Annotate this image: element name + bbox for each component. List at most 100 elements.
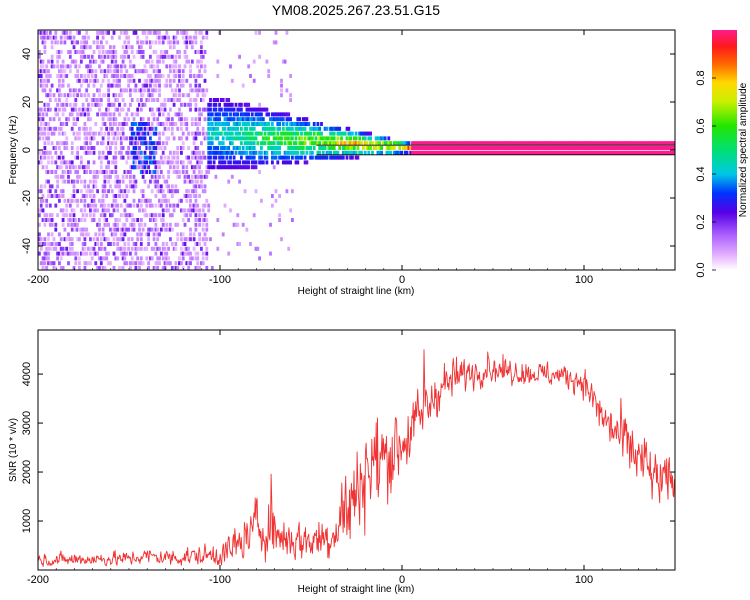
- heatmap-cell: [68, 160, 72, 165]
- heatmap-cell: [209, 122, 212, 126]
- heatmap-cell: [192, 35, 196, 40]
- heatmap-cell: [200, 179, 203, 184]
- heatmap-cell: [72, 251, 76, 256]
- heatmap-cell: [121, 98, 125, 102]
- heatmap-cell: [189, 102, 192, 107]
- heatmap-cell: [234, 160, 238, 165]
- heatmap-cell: [582, 146, 585, 150]
- heatmap-cell: [201, 88, 205, 93]
- heatmap-cell: [631, 150, 635, 155]
- heatmap-cell: [267, 146, 271, 150]
- heatmap-cell: [200, 112, 203, 117]
- heatmap-cell: [65, 64, 69, 69]
- heatmap-cell: [103, 174, 107, 179]
- heatmap-cell: [48, 222, 52, 227]
- heatmap-cell: [500, 141, 504, 146]
- heatmap-cell: [618, 141, 622, 146]
- heatmap-cell: [58, 155, 61, 160]
- heatmap-cell: [318, 150, 322, 155]
- heatmap-cell: [87, 131, 90, 136]
- heatmap-cell: [152, 83, 156, 88]
- heatmap-cell: [220, 122, 223, 126]
- heatmap-cell: [514, 146, 518, 150]
- heatmap-cell: [101, 194, 105, 198]
- heatmap-cell: [152, 88, 156, 93]
- heatmap-cell: [79, 208, 83, 213]
- heatmap-cell: [150, 141, 154, 146]
- heatmap-cell: [480, 146, 484, 150]
- heatmap-cell: [516, 150, 520, 155]
- heatmap-cell: [367, 131, 371, 136]
- snr-x-ticks: -200 -100 0 100: [27, 330, 676, 586]
- heatmap-cell: [149, 107, 152, 112]
- heatmap-cell: [92, 203, 96, 208]
- heatmap-cell: [249, 126, 252, 131]
- heatmap-cell: [549, 150, 553, 155]
- heatmap-cell: [505, 146, 509, 150]
- heatmap-cell: [203, 64, 207, 69]
- heatmap-cell: [170, 131, 174, 136]
- heatmap-cell: [139, 69, 143, 74]
- heatmap-cell: [440, 150, 443, 155]
- heatmap-cell: [223, 146, 227, 150]
- heatmap-cell: [132, 179, 136, 184]
- heatmap-cell: [47, 251, 50, 256]
- heatmap-cell: [145, 170, 149, 174]
- heatmap-cell: [119, 74, 123, 78]
- heatmap-cell: [458, 150, 462, 155]
- heatmap-cell: [39, 83, 43, 88]
- heatmap-cell: [227, 122, 231, 126]
- heatmap-cell: [465, 146, 469, 150]
- heatmap-cell: [205, 198, 209, 203]
- heatmap-cell: [511, 146, 514, 150]
- heatmap-cell: [39, 64, 43, 69]
- heatmap-cell: [48, 98, 52, 102]
- heatmap-cell: [200, 64, 203, 69]
- heatmap-cell: [183, 50, 187, 54]
- heatmap-cell: [118, 112, 121, 117]
- heatmap-cell: [121, 266, 125, 270]
- heatmap-cell: [218, 150, 221, 155]
- heatmap-cell: [600, 150, 604, 155]
- heatmap-cell: [158, 88, 161, 93]
- heatmap-cell: [624, 146, 627, 150]
- heatmap-cell: [89, 131, 92, 136]
- heatmap-cell: [74, 198, 78, 203]
- heatmap-cell: [607, 141, 611, 146]
- heatmap-cell: [280, 78, 283, 83]
- heatmap-cell: [551, 150, 554, 155]
- heatmap-cell: [152, 232, 156, 237]
- heatmap-cell: [554, 146, 558, 150]
- heatmap-cell: [158, 122, 161, 126]
- heatmap-cell: [185, 126, 189, 131]
- heatmap-cell: [127, 189, 130, 194]
- heatmap-cell: [207, 150, 211, 155]
- heatmap-cell: [123, 232, 127, 237]
- heatmap-cell: [234, 131, 238, 136]
- heatmap-cell: [79, 218, 83, 222]
- heatmap-cell: [591, 150, 595, 155]
- heatmap-cell: [540, 150, 544, 155]
- heatmap-cell: [174, 222, 178, 227]
- heatmap-cell: [500, 146, 504, 150]
- heatmap-cell: [210, 150, 214, 155]
- heatmap-cell: [183, 40, 187, 45]
- heatmap-cell: [79, 232, 83, 237]
- heatmap-cell: [41, 112, 45, 117]
- heatmap-cell: [620, 146, 624, 150]
- heatmap-cell: [416, 150, 420, 155]
- heatmap-cell: [207, 107, 211, 112]
- heatmap-cell: [105, 155, 109, 160]
- heatmap-cell: [180, 78, 183, 83]
- heatmap-cell: [61, 112, 65, 117]
- heatmap-cell: [112, 74, 116, 78]
- heatmap-cell: [289, 160, 292, 165]
- heatmap-cell: [47, 242, 50, 246]
- heatmap-cell: [334, 126, 338, 131]
- heatmap-cell: [258, 160, 261, 165]
- heatmap-cell: [261, 136, 265, 141]
- heatmap-cell: [99, 102, 103, 107]
- heatmap-cell: [181, 74, 185, 78]
- heatmap-cell: [245, 150, 249, 155]
- heatmap-cell: [189, 69, 192, 74]
